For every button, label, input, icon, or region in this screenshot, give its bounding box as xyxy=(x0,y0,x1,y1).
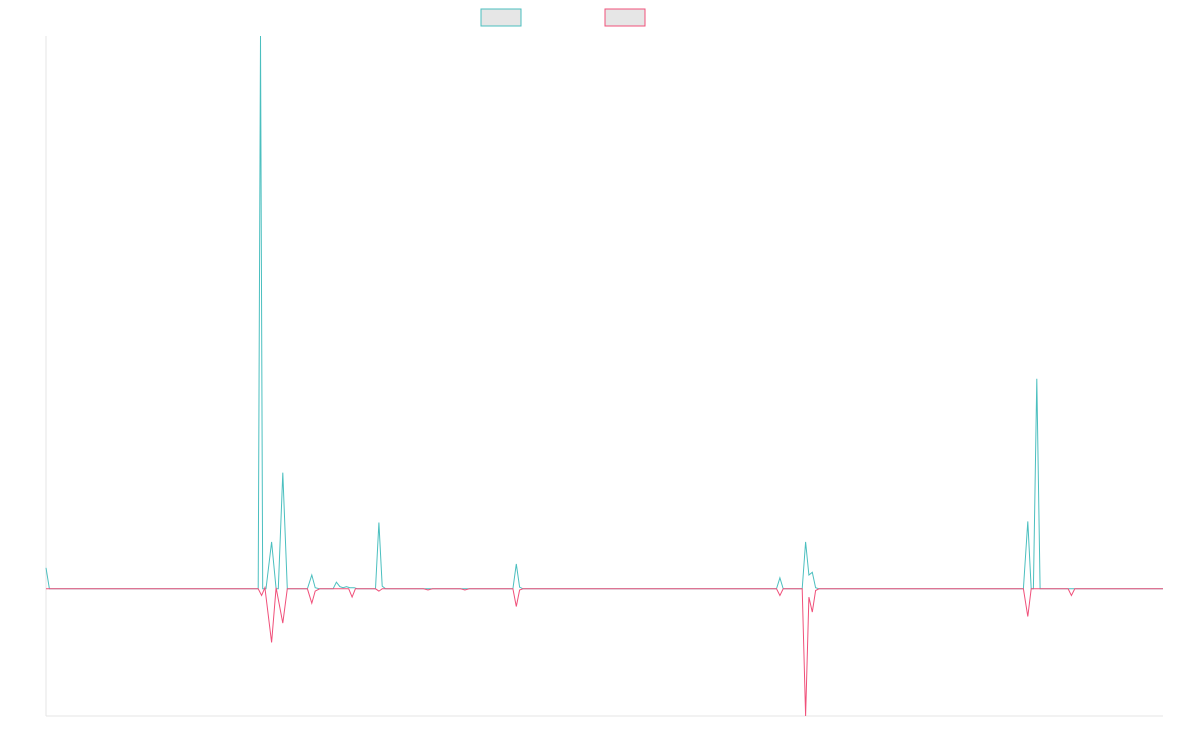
plot-area xyxy=(45,35,1163,717)
series-layer xyxy=(45,35,1163,717)
series-a-line xyxy=(45,35,1163,590)
legend-swatch-series-a[interactable] xyxy=(480,8,522,27)
legend-swatch-series-b[interactable] xyxy=(604,8,646,27)
legend xyxy=(480,8,646,27)
series-b-line xyxy=(46,585,1163,717)
